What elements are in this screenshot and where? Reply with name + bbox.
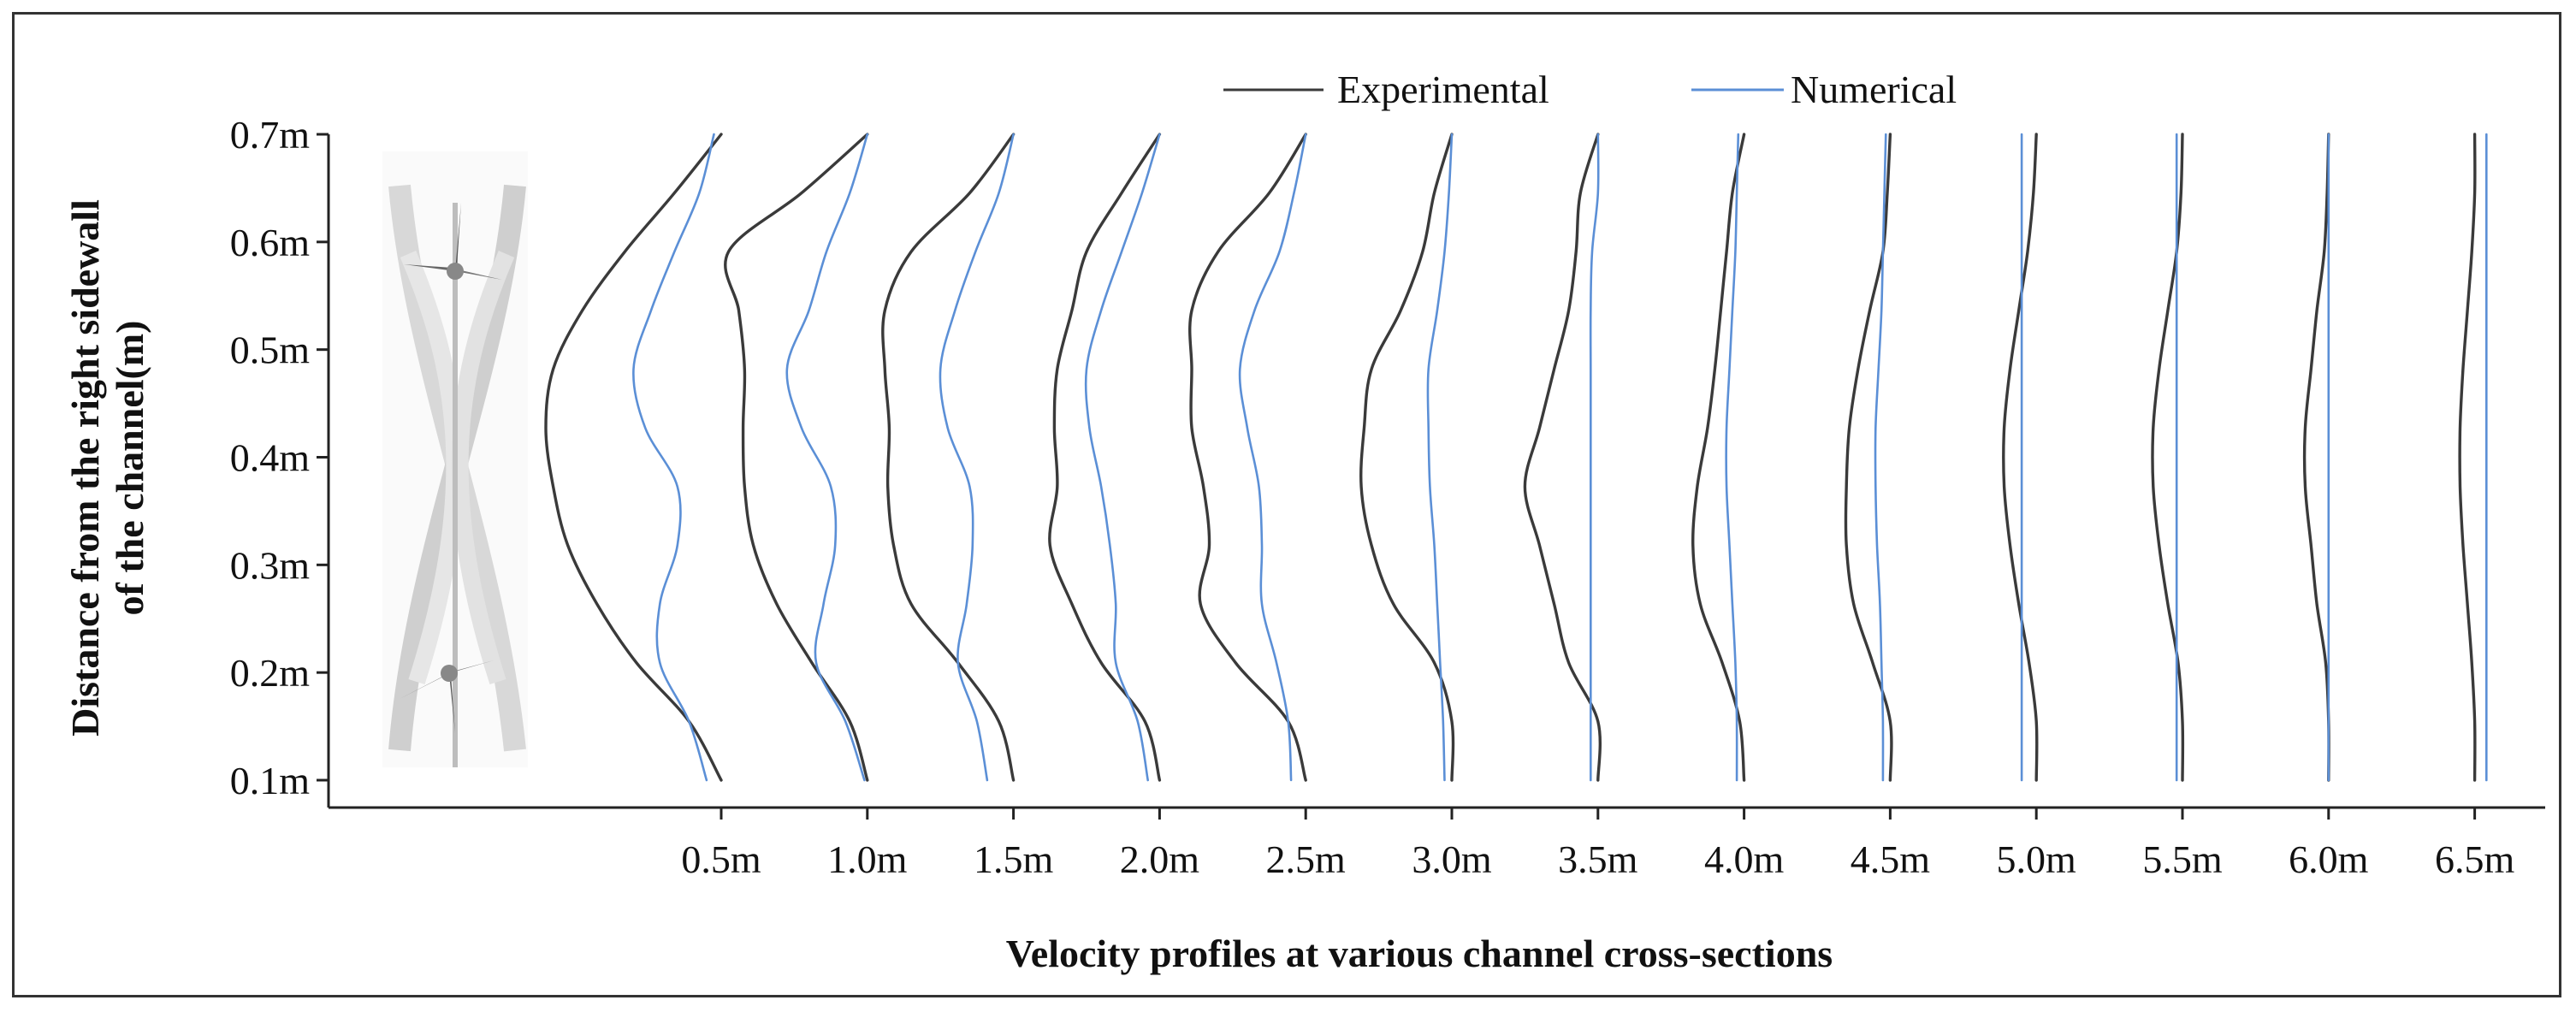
x-tick-label: 2.5m (1266, 837, 1347, 881)
experimental-profile-4.5m (1844, 133, 1893, 782)
x-tick-label: 6.5m (2435, 837, 2515, 881)
experimental-profile-5.0m (2002, 133, 2039, 782)
y-tick-label: 0.4m (230, 436, 311, 480)
y-tick-label: 0.1m (230, 759, 311, 802)
x-tick-label: 4.0m (1704, 837, 1785, 881)
experimental-profile-2.0m (1048, 133, 1162, 782)
x-tick-label: 4.5m (1851, 837, 1931, 881)
numerical-profile-0.5m (632, 133, 715, 782)
y-axis-title-line1: Distance from the right sidewall (63, 199, 107, 737)
x-tick-label: 5.5m (2142, 837, 2223, 881)
numerical-profile-1.5m (939, 133, 1015, 782)
numerical-profile-1.0m (785, 133, 869, 782)
experimental-profile-0.5m (544, 133, 723, 782)
experimental-profile-5.5m (2151, 133, 2185, 782)
legend-numerical-label: Numerical (1791, 68, 1957, 111)
x-tick-label: 1.5m (974, 837, 1054, 881)
numerical-profile-4.0m (1725, 133, 1740, 782)
x-tick-label: 5.0m (1997, 837, 2077, 881)
experimental-profile-3.5m (1523, 133, 1602, 782)
legend-experimental-label: Experimental (1337, 68, 1549, 111)
experimental-profile-2.5m (1188, 133, 1307, 782)
experimental-profile-1.5m (881, 133, 1016, 782)
x-tick-label: 3.5m (1558, 837, 1638, 881)
x-tick-label: 6.0m (2289, 837, 2369, 881)
experimental-profile-6.0m (2302, 133, 2330, 782)
experimental-profile-3.0m (1359, 133, 1455, 782)
x-tick-label: 2.0m (1120, 837, 1200, 881)
x-tick-label: 0.5m (681, 837, 761, 881)
y-axis-title-line2: of the channel(m) (108, 321, 151, 616)
turbine-illustration-icon (382, 151, 528, 767)
x-axis-title: Velocity profiles at various channel cro… (1006, 932, 1833, 975)
numerical-profile-3.0m (1426, 133, 1454, 782)
x-ticks: 0.5m 1.0m 1.5m 2.0m 2.5m 3.0m 3.5m 4.0m 4.5m 5.0m… (681, 808, 2514, 881)
y-tick-label: 0.5m (230, 328, 311, 372)
y-tick-label: 0.3m (230, 543, 311, 587)
x-tick-label: 1.0m (827, 837, 908, 881)
experimental-profile-6.5m (2458, 133, 2477, 782)
y-tick-label: 0.2m (230, 651, 311, 695)
legend: Experimental Numerical (1223, 68, 1957, 111)
numerical-profile-3.5m (1589, 133, 1600, 782)
experimental-profile-4.0m (1691, 133, 1746, 782)
y-tick-label: 0.7m (230, 113, 311, 157)
numerical-profile-2.5m (1238, 133, 1307, 782)
profile-curves (544, 133, 2488, 782)
figure-frame: 0.1m 0.2m 0.3m 0.4m 0.5m 0.6m 0.7m 0.5m 1.0m 1.5… (12, 12, 2561, 997)
experimental-profile-1.0m (724, 133, 869, 782)
x-tick-label: 3.0m (1412, 837, 1492, 881)
y-tick-label: 0.6m (230, 221, 311, 264)
velocity-profile-chart: 0.1m 0.2m 0.3m 0.4m 0.5m 0.6m 0.7m 0.5m 1.0m 1.5… (63, 68, 2545, 975)
y-ticks: 0.1m 0.2m 0.3m 0.4m 0.5m 0.6m 0.7m (230, 113, 329, 802)
numerical-profile-4.5m (1874, 133, 1887, 782)
numerical-profile-2.0m (1084, 133, 1161, 782)
